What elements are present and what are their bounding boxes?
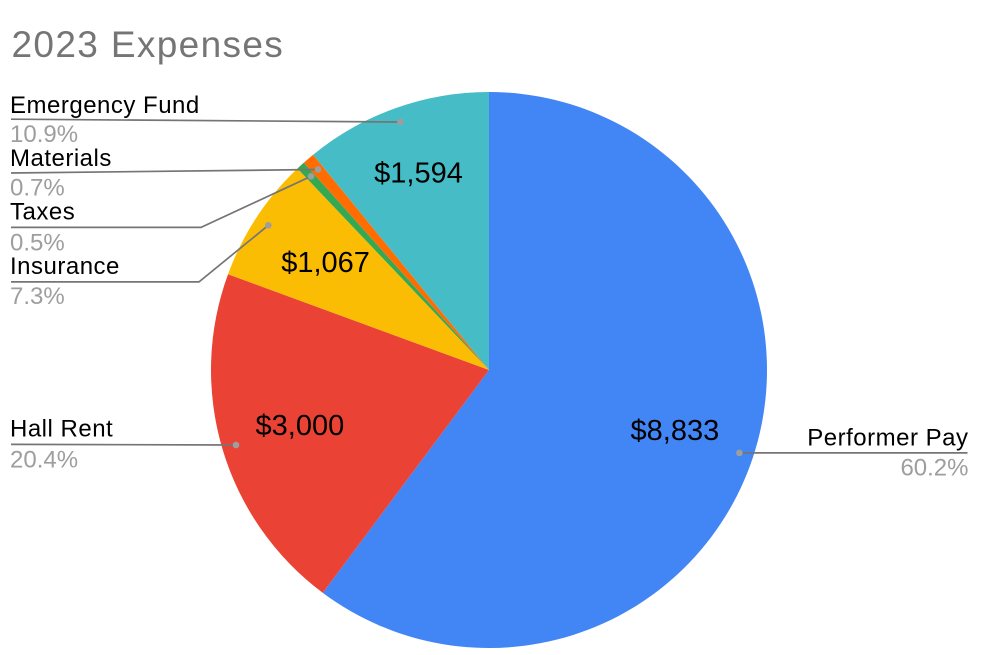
svg-text:Hall Rent: Hall Rent: [10, 415, 113, 442]
svg-text:Performer Pay: Performer Pay: [807, 425, 968, 452]
svg-text:7.3%: 7.3%: [10, 283, 65, 310]
svg-text:Emergency Fund: Emergency Fund: [10, 92, 200, 119]
svg-text:60.2%: 60.2%: [900, 454, 968, 481]
svg-text:20.4%: 20.4%: [10, 446, 78, 473]
svg-text:2023 Expenses: 2023 Expenses: [12, 24, 285, 65]
svg-text:$3,000: $3,000: [256, 410, 345, 442]
svg-text:Materials: Materials: [10, 145, 112, 172]
svg-text:Taxes: Taxes: [10, 199, 75, 226]
svg-text:0.7%: 0.7%: [10, 175, 65, 202]
svg-text:$8,833: $8,833: [631, 415, 720, 447]
svg-text:0.5%: 0.5%: [10, 229, 65, 256]
svg-text:$1,067: $1,067: [281, 247, 370, 279]
svg-text:10.9%: 10.9%: [10, 121, 78, 148]
svg-text:Insurance: Insurance: [10, 253, 120, 280]
svg-text:$1,594: $1,594: [374, 157, 463, 189]
